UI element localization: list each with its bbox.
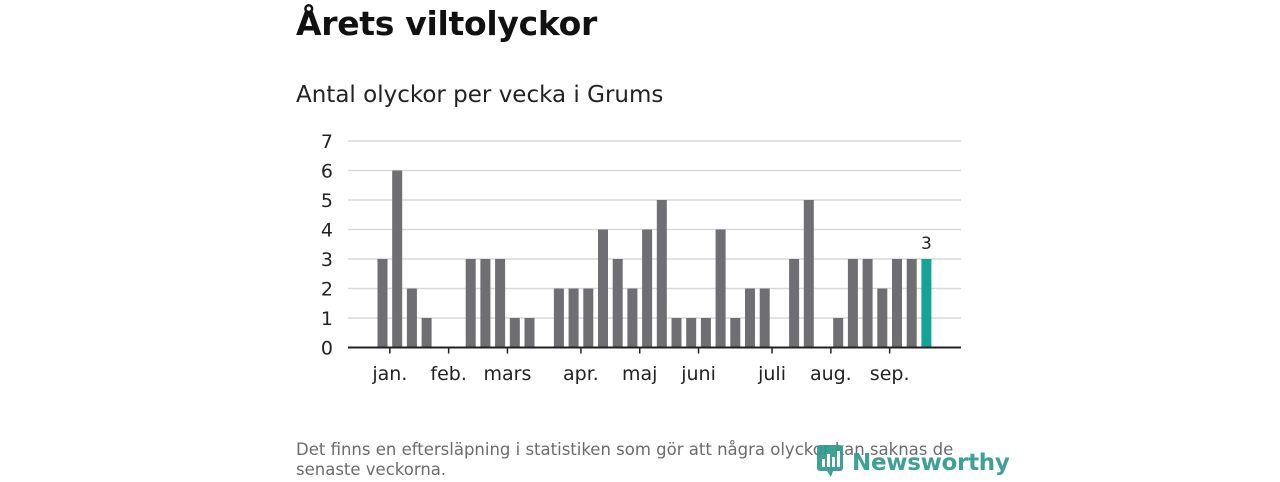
logo-text: Newsworthy bbox=[852, 450, 1010, 476]
x-tick-label: mars bbox=[484, 363, 532, 385]
bar-week-16 bbox=[598, 229, 608, 348]
bar-week-23 bbox=[700, 318, 711, 348]
bar-chart: 0 1 2 3 4 5 6 7 jan. feb. mars apr. maj juni juli aug.… bbox=[321, 131, 961, 385]
bar-week-18 bbox=[627, 288, 638, 348]
gridlines bbox=[348, 140, 961, 319]
bar-week-19 bbox=[642, 229, 653, 348]
bar-week-27 bbox=[759, 288, 770, 348]
bar-week-13 bbox=[553, 288, 564, 348]
bar-week-1 bbox=[377, 259, 388, 348]
x-tick-label: juni bbox=[680, 363, 716, 385]
bar-week-7 bbox=[465, 259, 476, 348]
x-tick-label: apr. bbox=[563, 363, 599, 385]
bar-week-37 bbox=[906, 259, 917, 348]
y-tick-label: 1 bbox=[321, 308, 333, 330]
footnote: Det finns en eftersläpning i statistiken… bbox=[296, 440, 954, 479]
chart-subtitle: Antal olyckor per vecka i Grums bbox=[296, 82, 664, 108]
x-tick-label: feb. bbox=[430, 363, 466, 385]
bar-week-8 bbox=[480, 259, 491, 348]
y-tick-label: 3 bbox=[321, 249, 333, 271]
y-tick-label: 7 bbox=[321, 131, 333, 153]
bar-week-22 bbox=[686, 318, 697, 348]
bar-week-29 bbox=[789, 259, 800, 348]
bar-week-32 bbox=[833, 318, 844, 348]
x-tick-label: maj bbox=[622, 363, 657, 385]
x-tick-label: sep. bbox=[870, 363, 910, 385]
bar-week-21 bbox=[671, 318, 682, 348]
y-tick-label: 5 bbox=[321, 190, 333, 212]
newsworthy-logo: Newsworthy bbox=[816, 444, 1010, 482]
bars bbox=[377, 170, 932, 348]
x-tick-label: jan. bbox=[371, 363, 407, 385]
bar-chart-logo-icon bbox=[816, 444, 846, 482]
bar-week-10 bbox=[509, 318, 520, 348]
x-axis-ticks: jan. feb. mars apr. maj juni juli aug. sep. bbox=[371, 363, 909, 385]
bar-week-24 bbox=[715, 229, 726, 348]
bar-week-25 bbox=[730, 318, 741, 348]
bar-week-34 bbox=[862, 259, 873, 348]
bar-week-15 bbox=[583, 288, 594, 348]
bar-week-36 bbox=[892, 259, 902, 348]
bar-week-26 bbox=[745, 288, 755, 348]
x-tick-label: juli bbox=[757, 363, 786, 385]
bar-week-35 bbox=[877, 288, 888, 348]
y-tick-label: 0 bbox=[321, 338, 333, 360]
bar-week-20 bbox=[656, 200, 667, 348]
y-tick-label: 6 bbox=[321, 161, 333, 183]
bar-week-14 bbox=[568, 288, 579, 348]
x-axis bbox=[348, 346, 961, 354]
bar-week-3 bbox=[406, 288, 417, 348]
bar-week-4 bbox=[421, 318, 432, 348]
bar-week-11 bbox=[524, 318, 535, 348]
bar-week-2 bbox=[392, 170, 403, 348]
y-tick-label: 2 bbox=[321, 279, 333, 301]
bar-week-38-highlight bbox=[921, 259, 932, 348]
page-title: Årets viltolyckor bbox=[296, 4, 597, 43]
bar-week-30 bbox=[803, 200, 814, 348]
y-axis-ticks: 0 1 2 3 4 5 6 7 bbox=[321, 131, 333, 360]
data-label-latest: 3 bbox=[921, 234, 932, 254]
bar-week-17 bbox=[612, 259, 623, 348]
y-tick-label: 4 bbox=[321, 220, 333, 242]
x-tick-label: aug. bbox=[810, 363, 852, 385]
bar-week-33 bbox=[847, 259, 858, 348]
bar-week-9 bbox=[495, 259, 506, 348]
data-labels: 3 bbox=[921, 234, 932, 254]
